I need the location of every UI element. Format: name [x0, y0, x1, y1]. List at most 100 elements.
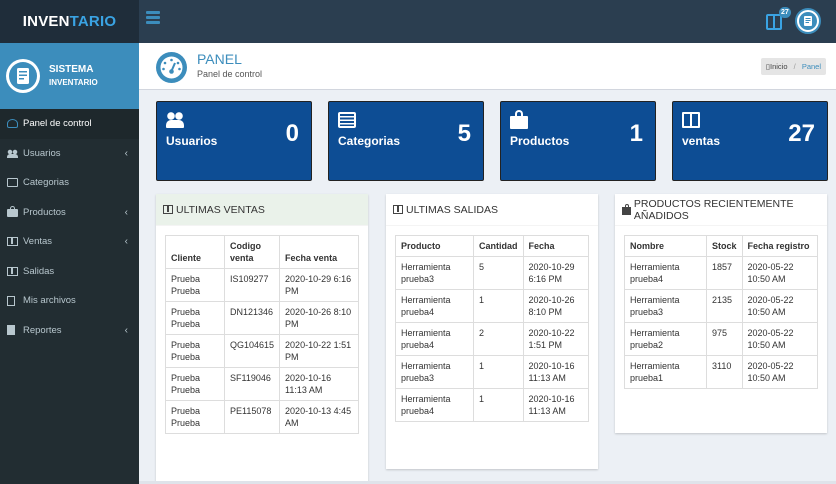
stat-value: 1 [629, 120, 643, 147]
panel-title: ULTIMAS VENTAS [176, 203, 265, 216]
stat-value: 0 [285, 120, 299, 147]
sidebar-item-mis-archivos[interactable]: Mis archivos [0, 286, 139, 316]
sidebar-item-label: Reportes [23, 324, 62, 336]
sidebar-item-productos[interactable]: Productos ‹ [0, 198, 139, 228]
list-icon [338, 112, 356, 128]
brand-text-part1: INVEN [22, 13, 70, 30]
table-cell: 2020-10-29 6:16 PM [522, 256, 590, 290]
table-row: Herramienta prueba3 5 2020-10-29 6:16 PM [395, 256, 590, 290]
table-cell: 2020-10-22 1:51 PM [279, 334, 359, 368]
stat-label: Usuarios [166, 134, 218, 148]
table-cell: 1857 [706, 256, 743, 290]
column-header: Cantidad [473, 235, 524, 257]
table-cell: 2020-10-16 11:13 AM [522, 355, 590, 389]
table-cell: 2 [473, 322, 524, 356]
table-cell: 2020-10-26 8:10 PM [522, 289, 590, 323]
panel-title: ULTIMAS SALIDAS [406, 203, 498, 216]
brand-logo[interactable]: INVEN TARIO [0, 0, 139, 43]
notifications-icon[interactable] [766, 14, 782, 30]
table-row: Herramienta prueba3 1 2020-10-16 11:13 AM [395, 355, 590, 389]
sidebar-item-label: Usuarios [23, 147, 61, 159]
column-header: Producto [395, 235, 474, 257]
system-avatar [6, 59, 40, 93]
table-cell: Herramienta prueba4 [395, 289, 474, 323]
table-cell: Herramienta prueba1 [624, 355, 707, 389]
book-icon [682, 112, 700, 128]
table-row: Herramienta prueba4 2 2020-10-22 1:51 PM [395, 322, 590, 356]
sidebar: SISTEMA INVENTARIO Panel de control Usua… [0, 43, 139, 484]
notification-badge: 27 [779, 7, 791, 18]
sidebar-item-label: Panel de control [23, 118, 92, 130]
table-header-row: Producto Cantidad Fecha [395, 235, 590, 257]
shopping-bag-icon [7, 206, 18, 218]
panel-header: ULTIMAS SALIDAS [386, 194, 598, 226]
table-cell: Herramienta prueba3 [395, 355, 474, 389]
table-cell: 2135 [706, 289, 743, 323]
table-cell: 2020-10-29 6:16 PM [279, 268, 359, 302]
chevron-left-icon: ‹ [124, 206, 128, 218]
table-cell: 5 [473, 256, 524, 290]
dashboard-gauge-icon [156, 52, 187, 83]
table-row: Prueba Prueba IS109277 2020-10-29 6:16 PM [165, 268, 359, 302]
stat-label: Productos [510, 134, 570, 148]
stat-box-usuarios[interactable]: Usuarios 0 [156, 101, 312, 181]
stat-label: ventas [682, 134, 721, 148]
sidebar-item-label: Productos [23, 206, 66, 218]
productos-table: Nombre Stock Fecha registro Herramienta … [624, 235, 819, 389]
table-row: Prueba Prueba PE115078 2020-10-13 4:45 AM [165, 400, 359, 434]
breadcrumb-home[interactable]: ▯Inicio [765, 62, 788, 71]
ultimas-ventas-panel: ULTIMAS VENTAS Cliente Codigo venta Fech… [156, 194, 368, 484]
sidebar-item-ventas[interactable]: Ventas ‹ [0, 227, 139, 257]
user-panel-subtitle: INVENTARIO [49, 78, 98, 87]
sidebar-item-salidas[interactable]: Salidas [0, 257, 139, 287]
sidebar-item-label: Mis archivos [23, 295, 76, 307]
table-row: Herramienta prueba2 975 2020-05-22 10:50 A… [624, 322, 819, 356]
stat-box-productos[interactable]: Productos 1 [500, 101, 656, 181]
sidebar-item-panel-de-control[interactable]: Panel de control [0, 109, 139, 139]
table-header-row: Cliente Codigo venta Fecha venta [165, 235, 359, 269]
table-cell: DN121346 [223, 301, 281, 335]
shopping-bag-icon [622, 203, 631, 215]
table-row: Herramienta prueba3 2135 2020-05-22 10:50 … [624, 289, 819, 323]
ventas-table: Cliente Codigo venta Fecha venta Prueba … [165, 235, 359, 434]
table-cell: 2020-10-22 1:51 PM [522, 322, 590, 356]
column-header: Cliente [165, 235, 225, 269]
sidebar-item-usuarios[interactable]: Usuarios ‹ [0, 139, 139, 169]
user-avatar[interactable] [795, 8, 821, 34]
top-navbar: INVEN TARIO 27 [0, 0, 836, 43]
user-panel-title: SISTEMA [49, 64, 94, 75]
table-cell: SF119046 [223, 367, 281, 401]
sidebar-item-label: Salidas [23, 265, 55, 277]
book-icon [7, 266, 18, 276]
table-cell: Prueba Prueba [165, 400, 225, 434]
table-row: Prueba Prueba SF119046 2020-10-16 11:13 AM [165, 367, 359, 401]
book-icon [7, 237, 18, 247]
table-cell: Prueba Prueba [165, 367, 225, 401]
table-row: Prueba Prueba QG104615 2020-10-22 1:51 PM [165, 334, 359, 368]
table-cell: 2020-05-22 10:50 AM [741, 322, 819, 356]
table-cell: Herramienta prueba2 [624, 322, 707, 356]
sidebar-toggle-icon[interactable] [146, 11, 160, 25]
book-icon [163, 205, 173, 214]
chevron-left-icon: ‹ [124, 324, 128, 336]
chevron-left-icon: ‹ [124, 236, 128, 247]
table-row: Prueba Prueba DN121346 2020-10-26 8:10 PM [165, 301, 359, 335]
user-panel: SISTEMA INVENTARIO [0, 43, 139, 109]
panel-header: ULTIMAS VENTAS [156, 194, 368, 226]
sidebar-item-label: Categorias [23, 177, 69, 189]
stat-value: 27 [788, 120, 815, 147]
table-cell: 3110 [706, 355, 743, 389]
sidebar-item-categorias[interactable]: Categorias [0, 168, 139, 198]
table-cell: Herramienta prueba3 [395, 256, 474, 290]
stat-box-categorias[interactable]: Categorias 5 [328, 101, 484, 181]
file-icon [7, 295, 15, 306]
sidebar-item-reportes[interactable]: Reportes ‹ [0, 316, 139, 346]
stat-box-ventas[interactable]: ventas 27 [672, 101, 828, 181]
table-cell: 2020-05-22 10:50 AM [741, 355, 819, 389]
table-cell: Herramienta prueba3 [624, 289, 707, 323]
column-header: Fecha venta [279, 235, 359, 269]
column-header: Fecha [522, 235, 590, 257]
breadcrumb: ▯Inicio / Panel [760, 58, 826, 75]
stat-value: 5 [457, 120, 471, 147]
table-cell: 2020-10-16 11:13 AM [279, 367, 359, 401]
